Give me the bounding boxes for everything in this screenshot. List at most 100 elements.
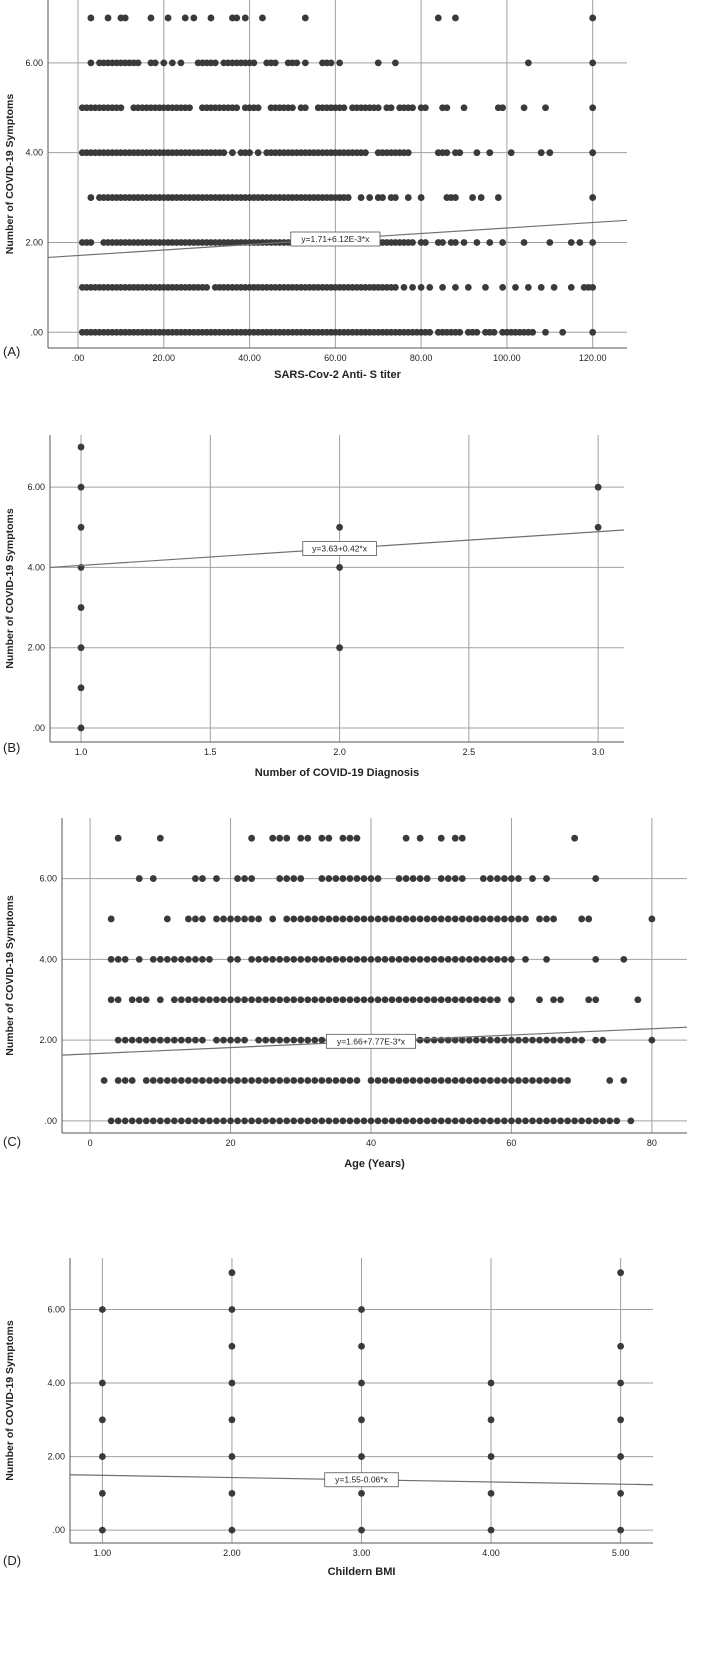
data-point <box>520 239 528 246</box>
data-point <box>114 1117 122 1125</box>
data-point <box>458 1117 466 1125</box>
data-point <box>494 194 502 201</box>
data-point <box>114 955 122 963</box>
data-point <box>325 875 333 882</box>
data-point <box>220 915 227 923</box>
data-point <box>550 1036 557 1044</box>
data-point <box>395 955 403 963</box>
data-point <box>479 1117 487 1125</box>
data-point <box>594 483 602 491</box>
x-axis-title: Age (Years) <box>344 1158 405 1170</box>
data-point <box>589 149 597 157</box>
data-point <box>524 283 532 291</box>
data-point <box>156 955 164 963</box>
data-point <box>346 1117 354 1125</box>
data-point <box>271 59 279 67</box>
data-point <box>358 1379 365 1387</box>
data-point <box>142 1036 150 1044</box>
x-tick-label: 80.00 <box>410 353 433 363</box>
data-point <box>346 915 354 923</box>
data-point <box>617 1379 625 1387</box>
data-point <box>128 1077 136 1084</box>
data-point <box>241 1077 248 1084</box>
data-point <box>416 915 424 923</box>
data-point <box>388 1117 396 1125</box>
data-point <box>367 875 375 882</box>
data-point <box>332 996 340 1004</box>
data-point <box>360 915 368 923</box>
data-point <box>234 955 241 963</box>
data-point <box>594 523 602 531</box>
data-point <box>228 1416 236 1424</box>
data-point <box>185 1117 192 1125</box>
fit-equation-label: y=1.55-0.06*x <box>335 1475 388 1485</box>
data-point <box>543 955 550 963</box>
data-point <box>339 915 347 923</box>
data-point <box>482 283 489 291</box>
data-point <box>620 955 628 963</box>
x-tick-label: 2.5 <box>463 747 476 757</box>
data-point <box>304 955 312 963</box>
data-point <box>416 875 424 882</box>
data-point <box>486 1117 494 1125</box>
data-point <box>220 149 228 157</box>
data-point <box>332 955 340 963</box>
data-point <box>522 955 529 963</box>
data-point <box>290 996 298 1004</box>
data-point <box>585 1117 593 1125</box>
data-point <box>311 955 319 963</box>
y-axis-title: Number of COVID-19 Symptoms <box>4 94 16 255</box>
data-point <box>248 875 256 882</box>
data-point <box>508 1077 515 1084</box>
fit-label-box <box>302 541 377 556</box>
data-point <box>192 875 199 882</box>
data-point <box>374 1077 382 1084</box>
data-point <box>634 996 642 1004</box>
data-point <box>269 996 277 1004</box>
data-point <box>487 1416 495 1424</box>
data-point <box>437 996 445 1004</box>
data-point <box>339 955 347 963</box>
chart-panel-4: 1.00 2.00 3.00 4.00 5.00 .00 2.00 4.00 6.00 y=1.5… <box>3 1258 653 1578</box>
data-point <box>229 149 236 157</box>
data-point <box>402 1117 410 1125</box>
data-point <box>550 1117 557 1125</box>
data-point <box>297 875 305 882</box>
data-point <box>493 955 501 963</box>
x-tick-label: 1.5 <box>204 747 217 757</box>
data-point <box>254 149 262 157</box>
data-point <box>135 955 143 963</box>
x-tick-label: 120.00 <box>579 353 607 363</box>
data-point <box>529 1117 536 1125</box>
x-tick-label: 20 <box>226 1138 236 1148</box>
y-tick-label: 4.00 <box>47 1378 65 1388</box>
data-point <box>213 875 220 882</box>
x-tick-label: 1.0 <box>75 747 88 757</box>
data-point <box>486 239 494 246</box>
x-tick-label: 2.0 <box>333 747 346 757</box>
data-point <box>318 1036 326 1044</box>
data-point <box>381 1117 389 1125</box>
data-point <box>536 996 543 1004</box>
data-point <box>417 283 425 291</box>
data-point <box>353 875 361 882</box>
data-point <box>332 915 340 923</box>
data-point <box>599 1117 607 1125</box>
data-point <box>269 1036 277 1044</box>
data-point <box>486 149 494 157</box>
data-point <box>151 59 159 67</box>
data-point <box>192 1036 199 1044</box>
data-point <box>458 1036 466 1044</box>
data-point <box>339 1117 347 1125</box>
data-point <box>589 283 597 291</box>
data-point <box>392 194 399 201</box>
data-point <box>248 955 256 963</box>
data-point <box>499 283 507 291</box>
data-point <box>648 1036 656 1044</box>
data-point <box>339 996 347 1004</box>
data-point <box>592 1117 600 1125</box>
data-point <box>234 1036 241 1044</box>
data-point <box>422 239 429 246</box>
data-point <box>493 1117 501 1125</box>
data-point <box>458 875 466 882</box>
